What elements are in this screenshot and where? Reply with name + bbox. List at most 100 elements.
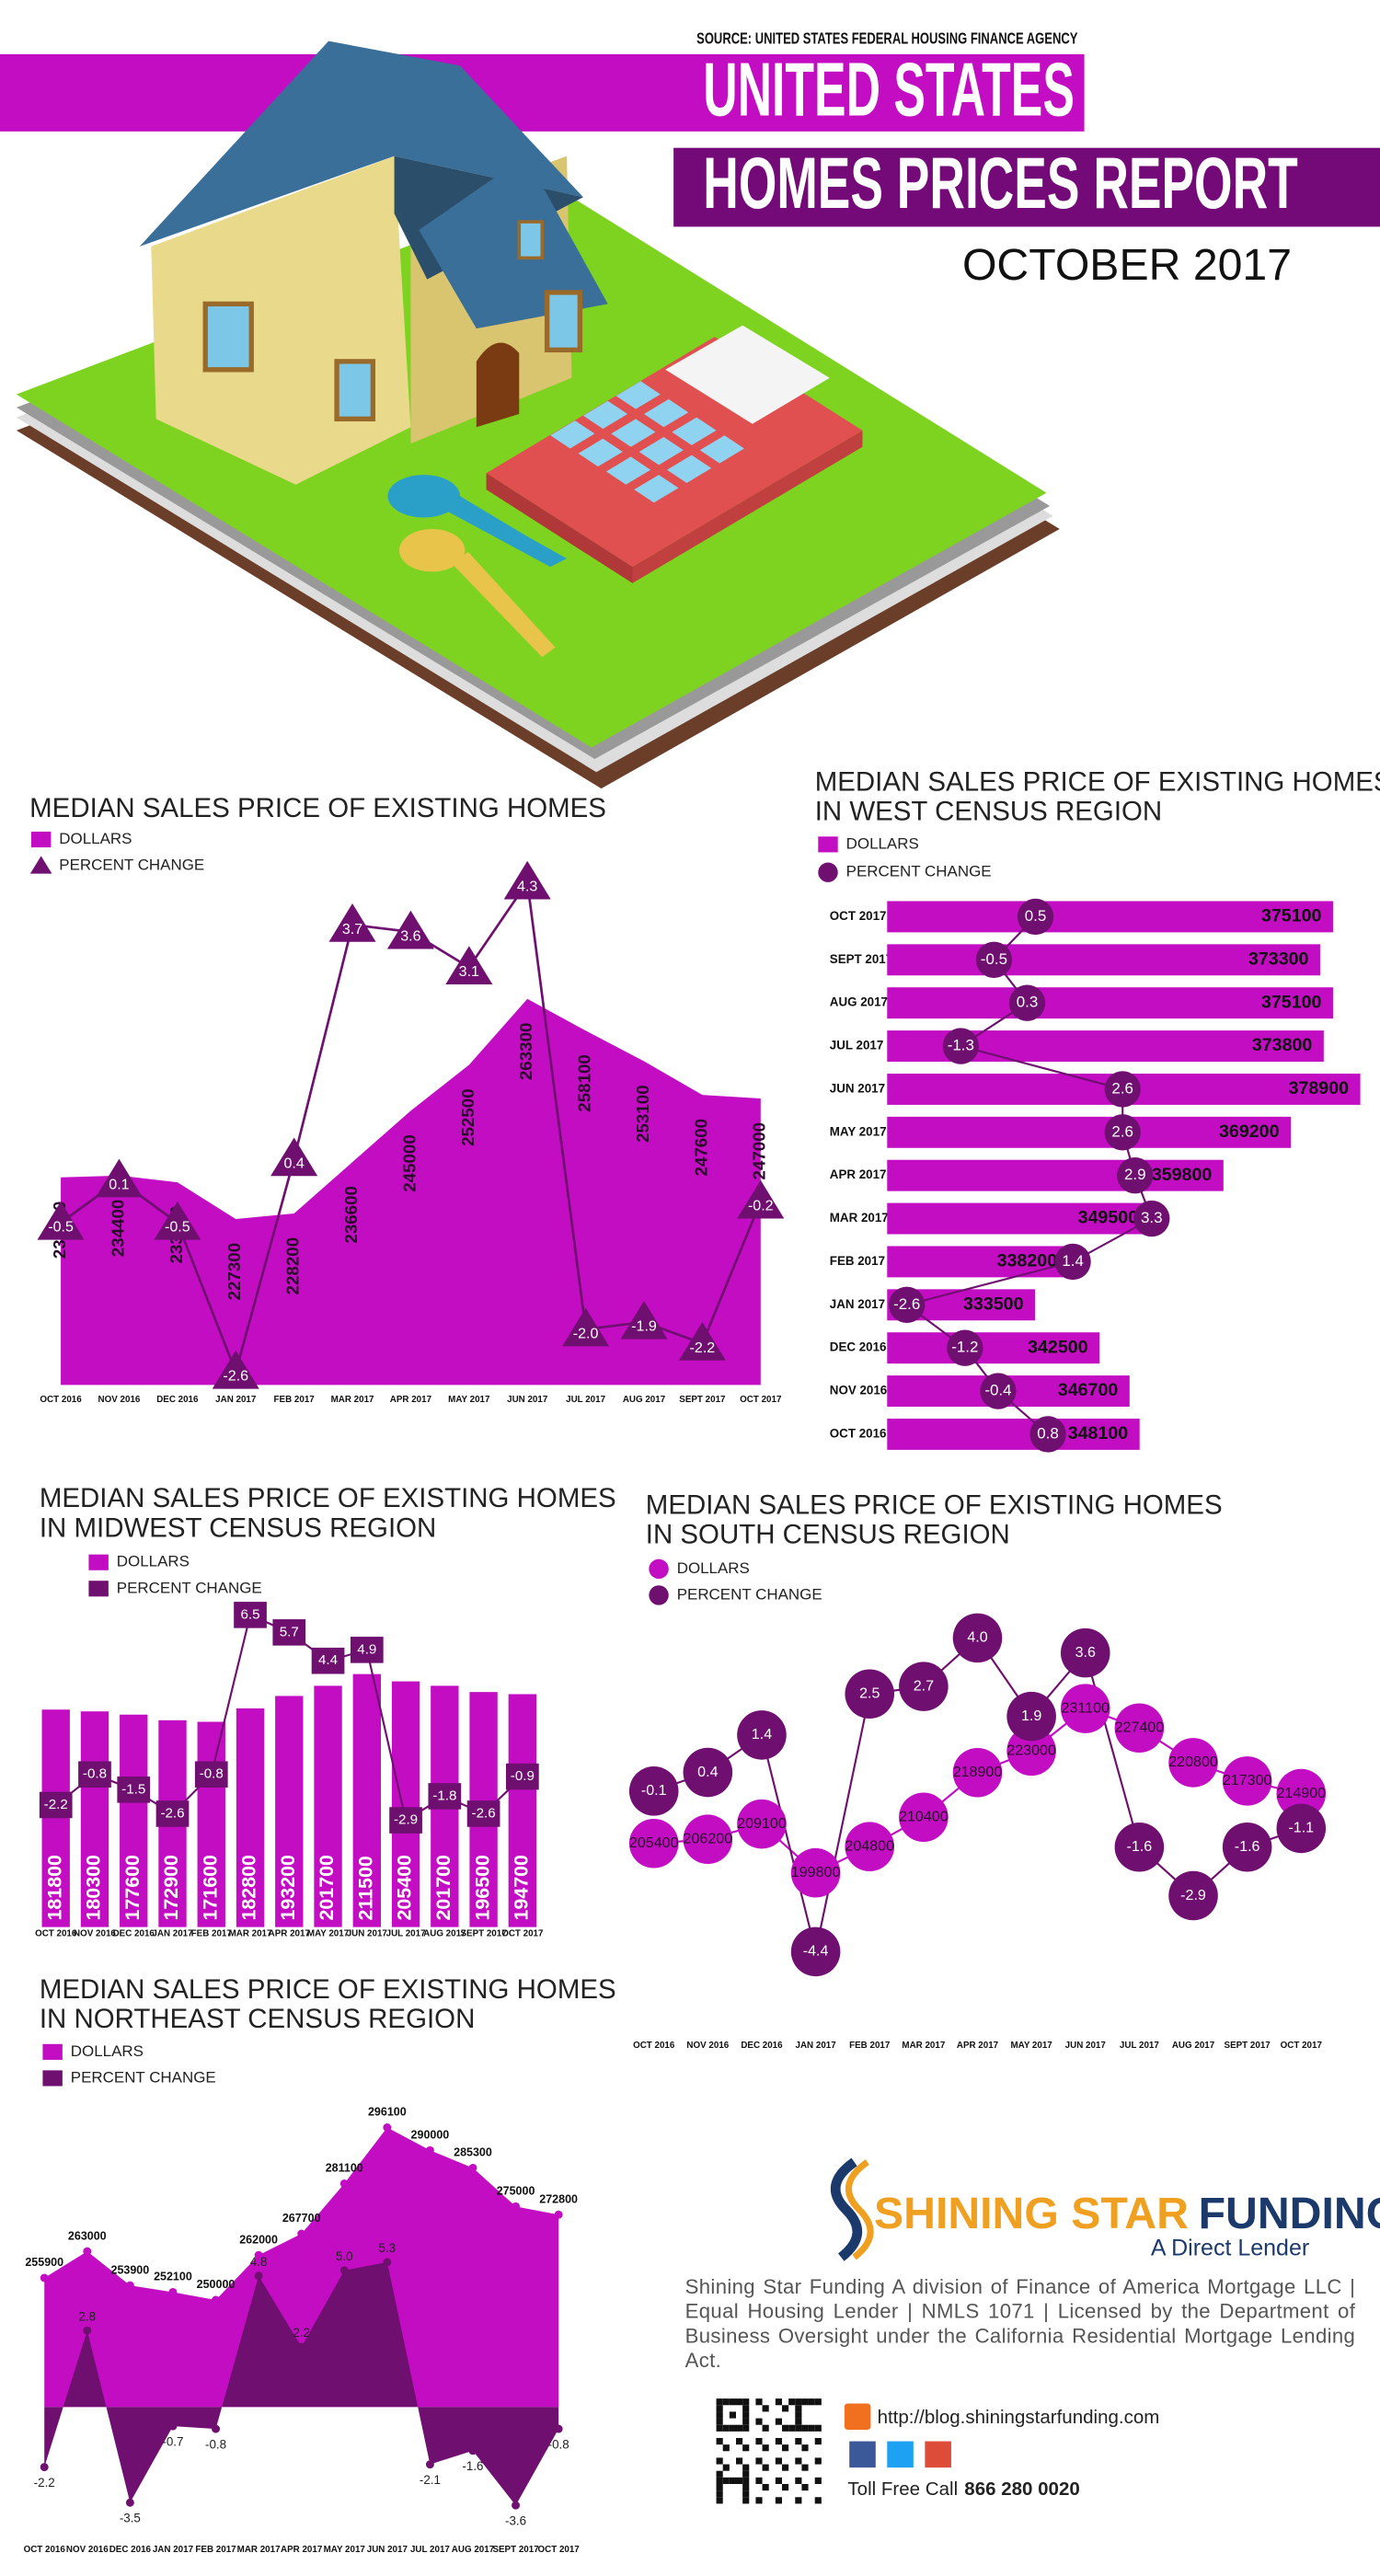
marker-circle (980, 1373, 1017, 1409)
marker-circle (1114, 1703, 1165, 1754)
marker-circle (683, 1814, 733, 1864)
qr-cell (795, 2418, 802, 2425)
marker-circle (737, 1799, 787, 1849)
legend-marker (29, 856, 52, 874)
brand-part-2: FUNDING (1199, 2189, 1380, 2238)
legend-marker (649, 1558, 669, 1580)
x-tick-label: SEPT 2017 (461, 1928, 508, 1938)
qr-cell (775, 2438, 782, 2445)
marker-circle (889, 1286, 926, 1323)
qr-cell (762, 2405, 769, 2412)
gplus-icon (925, 2441, 951, 2468)
qr-cell (795, 2424, 802, 2432)
legend-label: PERCENT CHANGE (677, 1585, 822, 1603)
point (383, 2258, 392, 2267)
qr-cell (716, 2490, 723, 2498)
marker-circle (1006, 1726, 1056, 1777)
point (554, 2424, 563, 2433)
chart-title: IN MIDWEST CENSUS REGION (40, 1512, 436, 1543)
qr-cell (742, 2490, 750, 2498)
percent-label: 0.3 (1017, 994, 1039, 1011)
value-label: 193200 (277, 1855, 299, 1921)
point-label: 4.0 (967, 1629, 987, 1646)
point-label: 3.6 (1075, 1644, 1096, 1661)
qr-cell (716, 2411, 723, 2419)
point (554, 2210, 563, 2219)
chart-title: IN NORTHEAST CENSUS REGION (40, 2004, 476, 2034)
point (40, 2463, 49, 2472)
x-tick-label: NOV 2016 (66, 2545, 109, 2555)
value-label: 258100 (575, 1054, 594, 1112)
bar-label: 359800 (1152, 1165, 1213, 1185)
x-tick-label: MAR 2017 (229, 1928, 272, 1938)
legend-marker (42, 2070, 63, 2087)
percent-marker (466, 1800, 500, 1827)
qr-cell (722, 2464, 730, 2471)
title-line-2: HOMES PRICES REPORT (703, 143, 1297, 224)
percent-label: -2.2 (34, 2476, 55, 2490)
percent-label: -3.5 (120, 2512, 141, 2525)
value-label: 296100 (368, 2106, 407, 2119)
qr-cell (716, 2438, 723, 2445)
x-tick-label: FEB 2017 (195, 2545, 236, 2555)
bar-label: 375100 (1261, 992, 1322, 1012)
marker-circle (628, 1766, 679, 1816)
qr-cell (729, 2477, 736, 2484)
phone: 866 280 0020 (964, 2479, 1080, 2501)
point (512, 2501, 521, 2510)
qr-cell (755, 2438, 763, 2445)
qr-cell (795, 2411, 802, 2419)
point (212, 2295, 220, 2305)
bar (887, 987, 1333, 1019)
value-label: 262000 (239, 2233, 278, 2246)
point (83, 2326, 92, 2335)
percent-label: 2.9 (1124, 1166, 1146, 1183)
point-label: 2.7 (914, 1677, 934, 1694)
point-label: 204800 (845, 1837, 894, 1854)
area (61, 998, 761, 1386)
x-tick-label: SEPT 2017 (1225, 2041, 1271, 2051)
marker-triangle (212, 1350, 259, 1389)
x-tick-label: JAN 2017 (796, 2041, 837, 2051)
marker-circle (790, 1926, 841, 1977)
x-tick-label: JUN 2017 (507, 1395, 548, 1405)
source: SOURCE: UNITED STATES FEDERAL HOUSING FI… (696, 29, 1077, 48)
point-label: -1.1 (1288, 1820, 1314, 1836)
x-tick-label: MAY 2017 (1010, 2041, 1052, 2051)
marker-triangle (37, 1201, 85, 1240)
qr-cell (742, 2470, 750, 2478)
legend-marker (88, 1554, 109, 1570)
point-label: 199800 (791, 1864, 841, 1880)
point-label: 2.5 (859, 1685, 880, 1702)
marker-circle (1168, 1870, 1218, 1921)
logo-icon (830, 2157, 874, 2261)
marker-circle (1168, 1738, 1218, 1788)
blog-link[interactable]: http://blog.shiningstarfunding.com (878, 2407, 1160, 2428)
legend-label: DOLLARS (59, 830, 132, 847)
x-tick-label: AUG 2017 (452, 2545, 495, 2555)
percent-label: 1.4 (1062, 1252, 1084, 1270)
point-label: -1.6 (1127, 1838, 1153, 1855)
qr-cell (808, 2424, 815, 2432)
percent-marker (311, 1647, 345, 1674)
point (125, 2281, 134, 2290)
legend-label: DOLLARS (846, 834, 919, 852)
percent-label: -2.2 (44, 1797, 68, 1812)
x-tick-label: OCT 2017 (740, 1395, 782, 1405)
percent-label: 3.1 (459, 963, 479, 980)
percent-label: -1.6 (462, 2459, 483, 2473)
chart-title: MEDIAN SALES PRICE OF EXISTING HOMES (40, 1483, 616, 1513)
y-tick-label: OCT 2017 (830, 909, 887, 923)
y-tick-label: JAN 2017 (830, 1297, 885, 1311)
marker-circle (790, 1847, 841, 1898)
qr-cell (801, 2444, 809, 2452)
percent-label: 6.5 (240, 1606, 259, 1622)
qr-cell (742, 2405, 750, 2412)
qr-cell (762, 2484, 769, 2491)
point-label: 210400 (899, 1808, 949, 1824)
percent-label: -2.6 (472, 1805, 496, 1821)
